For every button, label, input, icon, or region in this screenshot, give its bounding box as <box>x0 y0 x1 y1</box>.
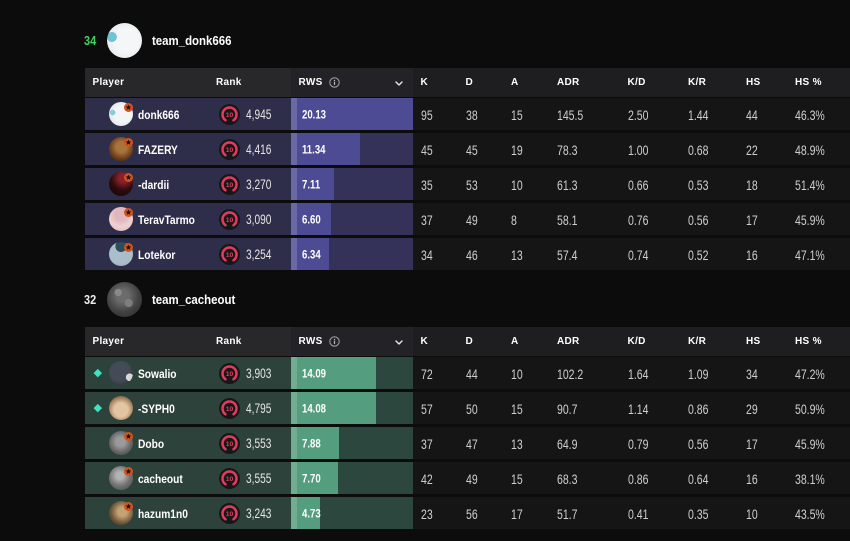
svg-text:10: 10 <box>226 406 234 413</box>
svg-text:10: 10 <box>226 217 234 224</box>
svg-text:10: 10 <box>226 441 234 448</box>
svg-text:10: 10 <box>226 476 234 483</box>
svg-text:10: 10 <box>226 112 234 119</box>
svg-text:10: 10 <box>226 147 234 154</box>
svg-text:10: 10 <box>226 371 234 378</box>
svg-text:10: 10 <box>226 511 234 518</box>
svg-text:10: 10 <box>226 182 234 189</box>
svg-text:10: 10 <box>226 252 234 259</box>
